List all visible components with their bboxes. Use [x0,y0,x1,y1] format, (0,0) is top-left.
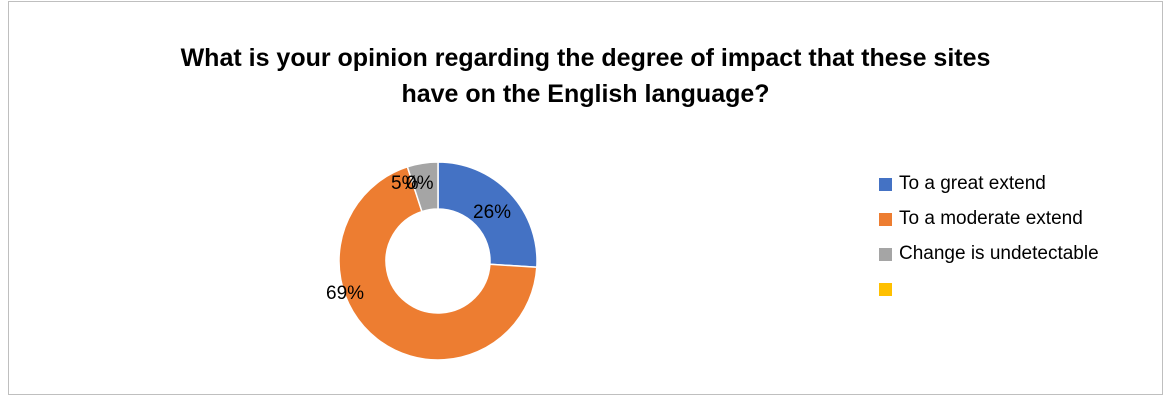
data-label: 0% [406,173,434,194]
legend-label: To a great extend [899,173,1046,194]
chart-title-line-1: What is your opinion regarding the degre… [180,44,991,72]
data-label: 26% [473,202,511,223]
data-label: 5% [391,173,419,194]
legend-label: To a moderate extend [899,208,1083,229]
chart-title: What is your opinion regarding the degre… [9,40,1162,112]
legend-swatch-gray [879,247,892,261]
legend-swatch-blue [879,177,892,191]
legend-item-undetectable: Change is undetectable [879,240,1099,268]
chart-area: What is your opinion regarding the degre… [8,1,1163,395]
legend-item-great-extend: To a great extend [879,170,1099,198]
legend-swatch-yellow [879,282,892,296]
legend-label: Change is undetectable [899,243,1099,264]
legend-item-blank [879,275,1099,303]
donut-slice [437,161,538,269]
legend-item-moderate-extend: To a moderate extend [879,205,1099,233]
donut-slice [406,161,439,213]
donut-slice [338,165,538,361]
legend-swatch-orange [879,212,892,226]
chart-title-line-2: have on the English language? [401,80,770,108]
legend: To a great extend To a moderate extend C… [879,170,1099,310]
data-label: 69% [326,283,364,304]
donut-chart: 26% 69% 5%0% [326,161,538,361]
